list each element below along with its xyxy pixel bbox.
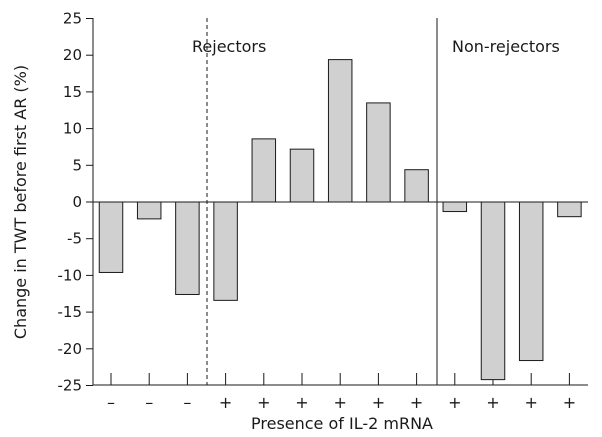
group-label-rejectors: Rejectors [192,37,266,56]
y-tick-label: -25 [58,377,83,395]
x-category-label: – [107,393,115,412]
bar [327,59,353,203]
bar-group [98,59,582,381]
bar [557,201,582,218]
y-tick-group: 25 20 15 10 5 0 -5 -10 -15 -20 -25 [58,10,93,395]
y-tick-label: 5 [72,156,82,174]
x-category-label: + [563,393,576,412]
x-category-label: + [333,393,346,412]
x-category-label: + [448,393,461,412]
x-category-label: + [524,393,537,412]
x-category-label: – [145,393,153,412]
y-tick-label: -10 [58,266,83,284]
x-category-label: + [372,393,385,412]
bar [251,138,277,203]
y-tick-label: 25 [63,10,82,28]
y-tick-label: 20 [63,46,82,64]
bar [518,201,544,362]
y-axis-title: Change in TWT before first AR (%) [11,65,30,339]
x-axis-title: Presence of IL-2 mRNA [251,414,433,433]
x-tick-group: – – – + + + + + + + + + + [107,373,576,412]
bar [442,201,468,213]
y-axis: 25 20 15 10 5 0 -5 -10 -15 -20 -25 [58,10,94,395]
group-label-non-rejectors: Non-rejectors [452,37,560,56]
x-axis: – – – + + + + + + + + + + [93,201,588,412]
y-tick-label: -5 [67,230,82,248]
y-tick-label: -15 [58,303,83,321]
bar [404,169,429,203]
y-tick-label: -20 [58,340,83,358]
x-category-label: + [219,393,232,412]
x-category-label: + [295,393,308,412]
bar [213,201,238,301]
bar [366,102,391,203]
bar [136,201,162,220]
x-category-label: – [183,393,191,412]
y-tick-label: 0 [72,193,82,211]
y-tick-label: 15 [63,83,82,101]
bar [480,201,506,381]
x-category-label: + [410,393,423,412]
x-category-label: + [257,393,270,412]
bar [289,148,315,203]
x-category-label: + [486,393,499,412]
y-tick-label: 10 [63,120,82,138]
bar [98,201,124,273]
bar [175,201,200,295]
